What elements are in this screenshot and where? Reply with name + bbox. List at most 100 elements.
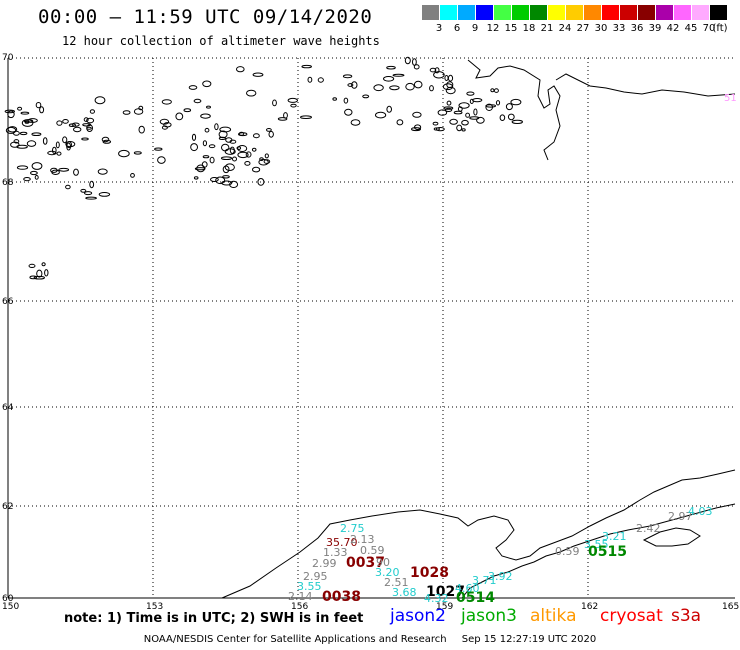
lake <box>246 89 257 97</box>
legend-label: 18 <box>522 23 536 34</box>
lake <box>44 269 49 277</box>
lake <box>17 106 23 111</box>
legend-unit: (ft) <box>712 23 728 34</box>
lake <box>218 130 228 139</box>
lake <box>175 112 184 121</box>
legend-label: 70 <box>702 23 716 34</box>
lake <box>133 151 142 155</box>
lake <box>433 127 440 131</box>
lake <box>461 119 469 126</box>
lake <box>190 143 199 152</box>
lake <box>118 149 130 158</box>
observation-label: 0514 <box>456 590 495 606</box>
lake <box>245 151 252 158</box>
observation-label: 90 <box>376 556 390 569</box>
lon-label-165: 165 <box>722 602 739 612</box>
lake <box>344 108 353 116</box>
lake <box>469 98 474 105</box>
lon-label-162: 162 <box>581 602 598 612</box>
lake <box>23 177 31 182</box>
legend-label: 27 <box>576 23 590 34</box>
observation-label: 1027 <box>426 584 465 600</box>
lake <box>94 96 106 105</box>
lake <box>375 111 387 119</box>
lake <box>229 146 235 155</box>
lake <box>442 83 454 91</box>
map-grid <box>8 57 735 598</box>
lake <box>36 269 43 278</box>
lake <box>362 94 370 99</box>
observation-label: 4.03 <box>688 505 713 518</box>
lake <box>449 118 458 125</box>
lake <box>20 111 30 115</box>
footer: NOAA/NESDIS Center for Satellite Applica… <box>0 634 740 645</box>
lake <box>301 64 313 69</box>
lake <box>194 167 206 171</box>
legend-label: 9 <box>471 23 479 34</box>
lake <box>389 85 400 91</box>
lake <box>29 275 38 280</box>
lake <box>238 131 245 136</box>
lake <box>252 72 264 77</box>
lake <box>71 122 80 127</box>
lake <box>83 117 89 122</box>
lake <box>386 65 396 70</box>
lake <box>237 145 248 152</box>
observation-label: 3.92 <box>488 570 513 583</box>
southern-coastline <box>221 469 736 599</box>
observation-label: 3.71 <box>472 574 497 587</box>
observation-label: 0.59 <box>360 544 385 557</box>
lake <box>13 139 20 144</box>
lake <box>435 127 445 132</box>
observation-label: 2.13 <box>350 533 375 546</box>
lake <box>343 97 349 104</box>
lake <box>202 140 207 147</box>
lon-label-159: 159 <box>436 602 453 612</box>
lake <box>30 170 38 176</box>
lake <box>191 133 197 141</box>
lake <box>26 140 37 147</box>
legend-label: 12 <box>486 23 500 34</box>
lake <box>224 163 235 171</box>
lake <box>86 124 93 133</box>
lon-label-156: 156 <box>291 602 308 612</box>
lon-label-153: 153 <box>146 602 163 612</box>
chart-title: 00:00 – 11:59 UTC 09/14/2020 <box>38 6 373 28</box>
lake <box>347 83 354 87</box>
legend-swatch <box>656 5 673 20</box>
lake <box>193 98 202 104</box>
lake <box>222 175 230 179</box>
legend-label: 3 <box>435 23 443 34</box>
legend-swatch <box>638 5 655 20</box>
lake <box>19 131 28 136</box>
lake <box>252 166 261 173</box>
lake <box>200 113 211 119</box>
lake <box>272 99 277 107</box>
lake <box>73 168 79 176</box>
lake <box>101 136 110 143</box>
lake <box>229 139 237 144</box>
lake <box>237 151 249 159</box>
lake <box>257 178 265 186</box>
legend-swatch <box>710 5 727 20</box>
lake <box>456 124 463 132</box>
lake <box>188 85 198 90</box>
lake <box>196 164 206 173</box>
lake <box>351 81 358 89</box>
lake <box>433 71 445 79</box>
lake <box>236 66 245 73</box>
legend-swatch <box>440 5 457 20</box>
observation-label: 4.32 <box>424 592 449 605</box>
lake <box>317 77 324 83</box>
lake <box>511 119 523 125</box>
lake <box>42 137 48 145</box>
lake <box>7 126 18 133</box>
lake <box>154 147 163 151</box>
legend-label: 39 <box>648 23 662 34</box>
lake <box>220 156 233 160</box>
lake <box>446 81 454 89</box>
lake <box>56 120 63 126</box>
lake <box>236 146 242 151</box>
lake <box>138 125 145 134</box>
